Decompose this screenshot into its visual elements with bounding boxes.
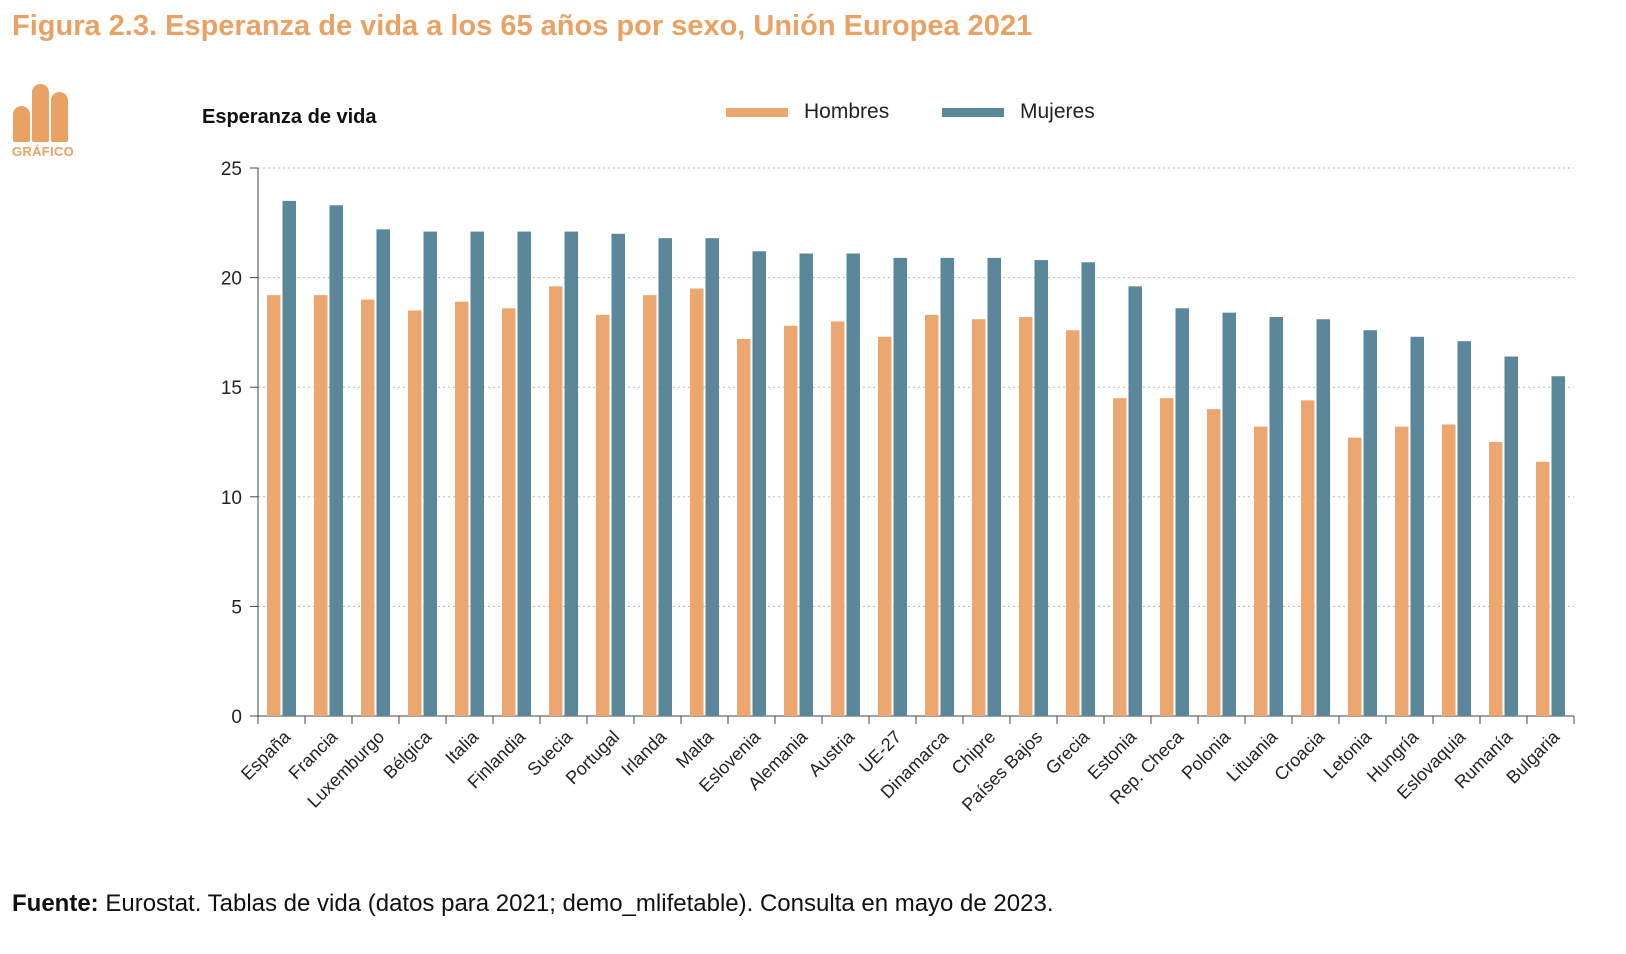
bar-mujeres (846, 253, 860, 716)
source-label: Fuente: (12, 890, 99, 917)
x-tick-label: Bulgaria (1502, 726, 1564, 788)
bar-mujeres (987, 257, 1001, 716)
bar-hombres (502, 308, 516, 716)
bar-hombres (1536, 461, 1550, 716)
bar-hombres (1301, 400, 1315, 716)
bar-hombres (643, 295, 657, 716)
bar-mujeres (1316, 319, 1330, 716)
bar-hombres (1348, 437, 1362, 716)
bar-mujeres (1034, 260, 1048, 716)
legend-label-mujeres: Mujeres (1020, 100, 1095, 123)
bar-hombres (1019, 317, 1033, 716)
bar-hombres (1254, 426, 1268, 716)
bar-hombres (1489, 442, 1503, 716)
figure-title: Figura 2.3. Esperanza de vida a los 65 a… (12, 10, 1033, 42)
bar-hombres (972, 319, 986, 716)
x-tick-label: España (237, 726, 295, 784)
bar-hombres (737, 338, 751, 716)
bar-mujeres (376, 229, 390, 716)
bar-mujeres (1175, 308, 1189, 716)
x-tick-label: Lituania (1223, 726, 1282, 785)
bar-mujeres (705, 238, 719, 717)
bar-hombres (1113, 398, 1127, 716)
y-tick-label: 20 (221, 269, 242, 290)
bar-hombres (925, 314, 939, 716)
x-tick-label: Austria (805, 726, 859, 780)
bar-mujeres (517, 231, 531, 716)
x-tick-label: Bélgica (379, 726, 436, 783)
bar-hombres (1395, 426, 1409, 716)
source-note: Fuente: Eurostat. Tablas de vida (datos … (12, 890, 1053, 918)
bar-mujeres (893, 257, 907, 716)
bar-hombres (690, 288, 704, 716)
y-tick-label: 15 (221, 378, 242, 399)
bar-mujeres (1081, 262, 1095, 716)
bar-mujeres (282, 200, 296, 716)
bar-hombres (267, 295, 281, 716)
y-tick-label: 25 (221, 159, 242, 180)
bar-hombres (784, 325, 798, 716)
bar-mujeres (1363, 330, 1377, 716)
y-tick-label: 10 (221, 488, 242, 509)
bar-mujeres (1457, 341, 1471, 716)
bar-mujeres (1504, 356, 1518, 716)
bar-hombres (314, 295, 328, 716)
bar-hombres (878, 336, 892, 716)
bar-mujeres (1128, 286, 1142, 716)
bar-mujeres (1410, 336, 1424, 716)
badge-bar (32, 84, 49, 142)
x-tick-label: Irlanda (617, 726, 671, 780)
bar-mujeres (658, 238, 672, 717)
badge-bar (51, 92, 68, 142)
bar-hombres (408, 310, 422, 716)
legend-swatch-mujeres (942, 107, 1004, 117)
bar-hombres (455, 301, 469, 716)
bar-hombres (1207, 409, 1221, 716)
badge-bar (13, 106, 30, 142)
bar-mujeres (940, 257, 954, 716)
x-tick-label: Italia (441, 726, 483, 768)
bar-hombres (1160, 398, 1174, 716)
badge-label: GRÁFICO (12, 144, 75, 159)
legend-item-hombres: Hombres (726, 100, 889, 124)
bar-chart-icon: GRÁFICO (10, 78, 90, 159)
bar-mujeres (1269, 317, 1283, 716)
bar-mujeres (799, 253, 813, 716)
y-tick-label: 5 (231, 597, 242, 618)
bar-hombres (831, 321, 845, 716)
bar-mujeres (611, 233, 625, 716)
y-tick-label: 0 (231, 707, 242, 728)
source-text: Eurostat. Tablas de vida (datos para 202… (98, 890, 1054, 917)
bar-hombres (1066, 330, 1080, 716)
bar-mujeres (329, 205, 343, 717)
bar-mujeres (1551, 376, 1565, 716)
bar-mujeres (564, 231, 578, 716)
legend-label-hombres: Hombres (804, 100, 890, 123)
bar-mujeres (470, 231, 484, 716)
bar-hombres (361, 299, 375, 716)
bar-hombres (549, 286, 563, 716)
bar-mujeres (752, 251, 766, 716)
x-tick-label: Croacia (1270, 726, 1329, 785)
bar-mujeres (423, 231, 437, 716)
bar-hombres (596, 314, 610, 716)
y-axis-title: Esperanza de vida (202, 106, 377, 128)
bar-hombres (1442, 424, 1456, 716)
legend-item-mujeres: Mujeres (942, 100, 1095, 124)
legend-swatch-hombres (726, 107, 788, 117)
bar-mujeres (1222, 312, 1236, 716)
bar-chart: 0510152025EspañaFranciaLuxemburgoBélgica… (221, 159, 1575, 815)
